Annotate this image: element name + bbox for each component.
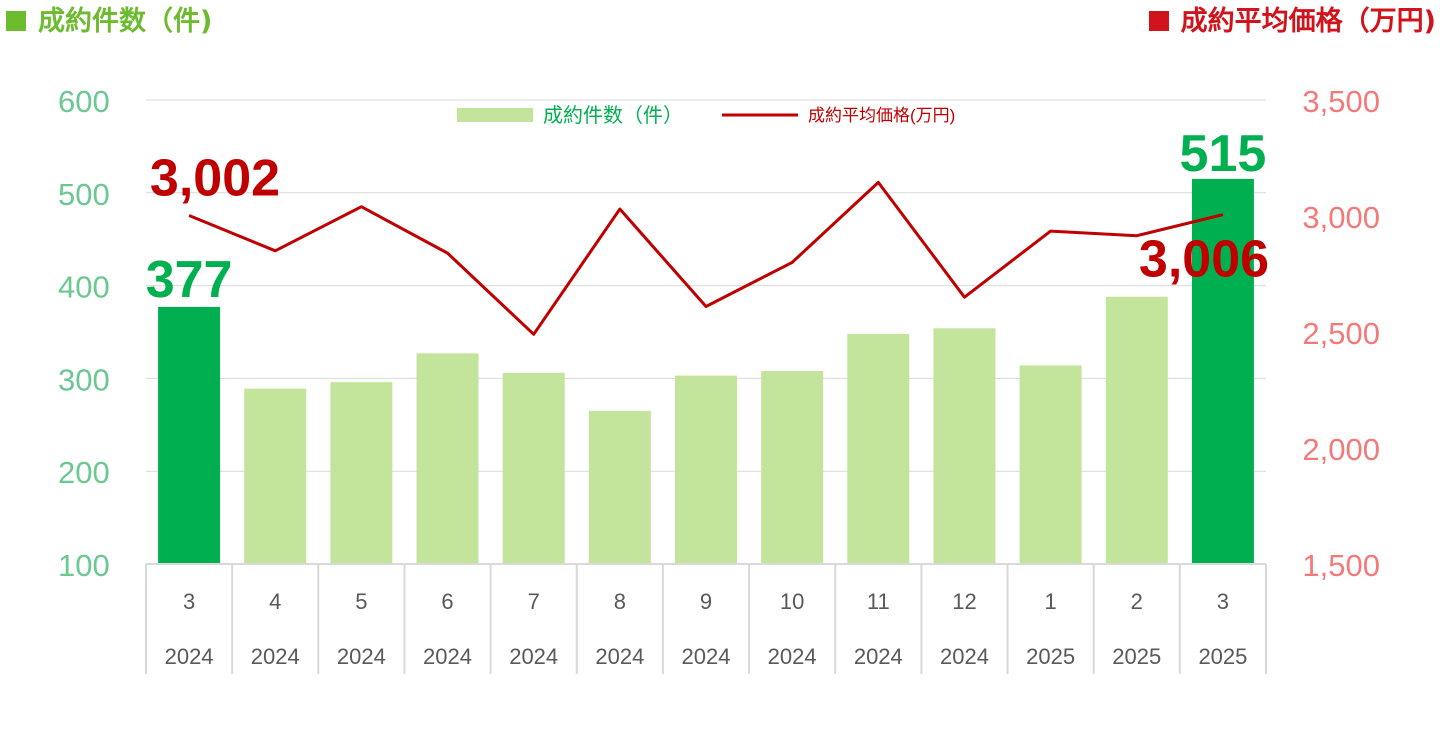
bar-series-header: 成約件数（件) [6,2,212,42]
green-square-icon [6,11,26,31]
category-month-label: 6 [441,589,453,614]
category-year-label: 2024 [337,644,386,669]
right-axis-tick-label: 2,000 [1302,432,1380,467]
category-year-label: 2025 [1026,644,1075,669]
left-axis-tick-label: 500 [58,177,110,212]
category-month-label: 11 [867,589,890,614]
category-axis: 3 2024 4 2024 5 2024 6 2024 7 2024 8 2024 9 2024 10 202… [145,563,1267,674]
bar [675,375,737,564]
category-month-label: 12 [952,589,976,614]
category-year-label: 2024 [423,644,472,669]
category-month-label: 3 [183,589,195,614]
category-year-label: 2024 [251,644,300,669]
bar [588,410,651,564]
bar [761,370,824,564]
line-series-header: 成約平均価格（万円) [1148,2,1436,42]
category-year-label: 2024 [854,644,903,669]
category-year-label: 2024 [768,644,817,669]
bar [244,388,307,564]
right-axis-tick-label: 2,500 [1302,316,1380,351]
bar [1019,365,1082,564]
bar [330,382,393,564]
category-year-label: 2025 [1198,644,1247,669]
left-axis-ticks: 100 200 300 400 500 600 [58,84,110,583]
category-month-label: 1 [1044,589,1056,614]
bars [158,178,1254,564]
legend: 成約件数（件） 成約平均価格(万円) [457,104,955,127]
bar [1191,178,1254,564]
bar-data-label: 515 [1180,125,1267,183]
left-axis-tick-label: 300 [58,362,110,397]
right-axis-tick-label: 1,500 [1302,548,1380,583]
bar-data-label: 377 [146,251,233,309]
bar [158,306,221,564]
left-axis-tick-label: 400 [58,270,110,305]
left-axis-tick-label: 100 [58,548,110,583]
bar [847,333,910,564]
legend-line-label: 成約平均価格(万円) [808,106,955,125]
category-year-label: 2024 [940,644,989,669]
category-year-label: 2024 [595,644,644,669]
bar-series-header-text: 成約件数（件) [38,6,213,37]
data-labels: 377 515 3,002 3,006 [146,125,1269,309]
line-series-header-text: 成約平均価格（万円) [1180,6,1436,37]
price-line-path [188,180,1224,336]
left-axis-tick-label: 600 [58,84,110,119]
bar [416,353,479,564]
bar [502,372,565,564]
price-line [188,180,1224,336]
category-month-label: 3 [1217,589,1229,614]
bar [1105,296,1168,564]
left-axis-tick-label: 200 [58,455,110,490]
category-month-label: 7 [528,589,540,614]
category-month-label: 2 [1131,589,1143,614]
category-month-label: 5 [355,589,367,614]
category-month-label: 9 [700,589,712,614]
right-axis-ticks: 1,500 2,000 2,500 3,000 3,500 [1302,84,1380,583]
category-month-label: 4 [269,589,281,614]
category-year-label: 2025 [1112,644,1161,669]
legend-bar-label: 成約件数（件） [543,104,683,127]
right-axis-tick-label: 3,500 [1302,84,1380,119]
category-month-label: 8 [614,589,626,614]
bar [933,328,996,564]
category-year-label: 2024 [509,644,558,669]
category-year-label: 2024 [165,644,214,669]
red-square-icon [1148,11,1169,31]
line-data-label: 3,006 [1139,231,1269,289]
right-axis-tick-label: 3,000 [1302,200,1380,235]
line-data-label: 3,002 [150,150,280,208]
category-month-label: 10 [780,589,804,614]
category-year-label: 2024 [682,644,731,669]
legend-bar-swatch [457,108,533,122]
